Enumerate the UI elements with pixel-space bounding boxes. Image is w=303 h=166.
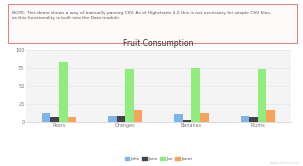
- Bar: [249, 117, 258, 122]
- Bar: [125, 69, 134, 122]
- Bar: [68, 117, 76, 122]
- Bar: [134, 110, 142, 122]
- Bar: [108, 116, 117, 122]
- Bar: [258, 69, 266, 122]
- Title: Fruit Consumption: Fruit Consumption: [123, 39, 194, 48]
- Bar: [117, 116, 125, 122]
- Text: highcharts.com: highcharts.com: [270, 161, 300, 165]
- Bar: [42, 113, 50, 122]
- Text: NOTE: This demo shows a way of manually parsing CSV. As of Highcharts 4.0 this i: NOTE: This demo shows a way of manually …: [12, 11, 271, 20]
- Bar: [50, 117, 59, 122]
- Bar: [183, 120, 191, 122]
- Bar: [241, 116, 249, 122]
- Legend: John, Jane, Joe, Janet: John, Jane, Joe, Janet: [123, 155, 194, 163]
- Bar: [59, 62, 68, 122]
- Bar: [174, 114, 183, 122]
- Bar: [191, 68, 200, 122]
- Bar: [200, 113, 209, 122]
- FancyBboxPatch shape: [8, 4, 297, 43]
- Bar: [266, 110, 275, 122]
